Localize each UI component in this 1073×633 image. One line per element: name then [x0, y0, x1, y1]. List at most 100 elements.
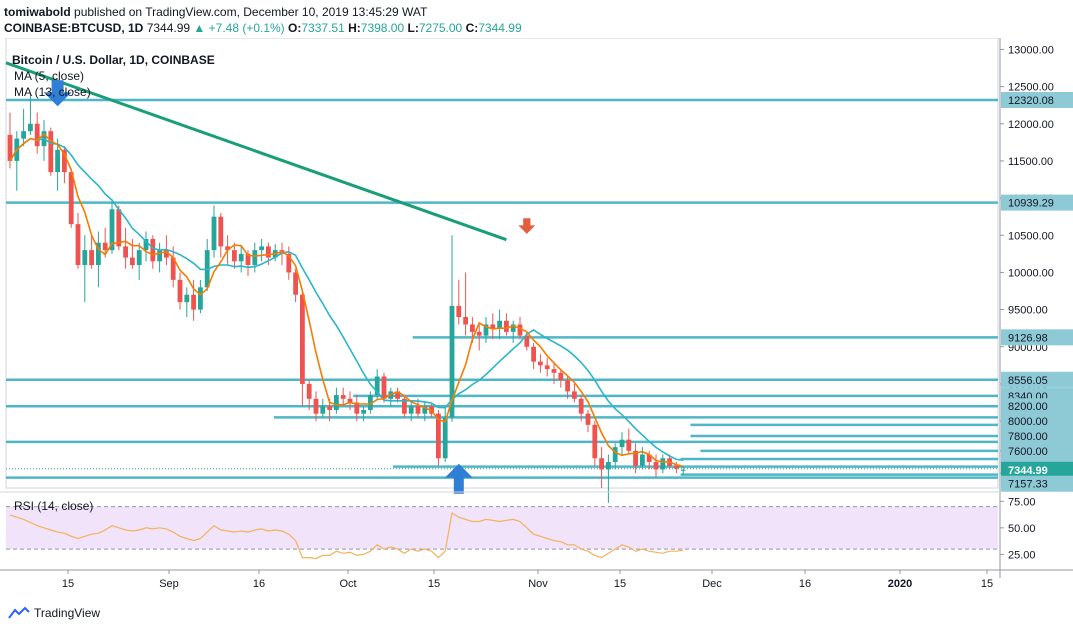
candle-body — [259, 246, 264, 251]
candle-body — [334, 395, 339, 410]
price-level-badge — [1001, 442, 1073, 459]
candle-body — [578, 398, 584, 414]
legend-title: Bitcoin / U.S. Dollar, 1D, COINBASE — [12, 53, 215, 67]
candle-body — [463, 317, 468, 325]
x-tick-label: Sep — [159, 578, 179, 590]
candle-body — [327, 406, 332, 410]
candle-body — [361, 409, 366, 414]
y-tick-label: 13000.00 — [1008, 44, 1054, 56]
price-level-label: 7157.33 — [1008, 479, 1048, 491]
last-price: 7344.99 — [146, 21, 191, 35]
candle-body — [558, 372, 564, 381]
high-value: 7398.00 — [360, 21, 405, 35]
price-level-label: 7800.00 — [1008, 431, 1048, 443]
x-tick-label: Oct — [339, 578, 356, 590]
rsi-pane: RSI (14, close) 75.00 50.00 25.00 — [0, 491, 1036, 561]
candle-body — [592, 424, 598, 459]
moving-averages — [9, 133, 684, 468]
candle-body — [164, 250, 169, 258]
legend-ma5[interactable]: MA (5, close) — [14, 69, 85, 83]
candle-body — [225, 246, 230, 251]
symbol-label: COINBASE:BTCUSD, 1D — [4, 21, 144, 35]
candle-body — [476, 331, 482, 336]
tradingview-logo-icon — [8, 606, 30, 619]
candle-body — [517, 324, 523, 336]
candle-body — [48, 131, 54, 173]
price-axis[interactable]: 13000.0012500.0012000.0011500.0011000.00… — [1000, 44, 1073, 492]
price-level-badge — [1001, 475, 1073, 492]
candle-body — [504, 320, 509, 332]
price-level-label: 7600.00 — [1008, 446, 1048, 458]
down-arrow-icon — [43, 80, 72, 107]
candle-body — [510, 324, 516, 332]
candlestick-series — [7, 94, 686, 503]
candle-body — [306, 383, 312, 399]
x-tick-label: 2020 — [888, 578, 912, 590]
price-level-label: 12320.08 — [1008, 95, 1054, 107]
candle-body — [599, 458, 604, 470]
candle-body — [374, 376, 380, 396]
rsi-tick-label: 75.00 — [1008, 496, 1036, 508]
candle-body — [626, 439, 632, 451]
low-value: 7275.00 — [418, 21, 463, 35]
candle-body — [572, 391, 577, 399]
price-level-label: 8200.00 — [1008, 401, 1048, 413]
publisher-name[interactable]: tomiwabold — [4, 5, 71, 19]
price-level-badge — [1001, 329, 1073, 346]
candle-body — [538, 361, 543, 366]
candle-body — [565, 380, 570, 392]
candle-body — [232, 250, 237, 262]
y-tick-label: 11500.00 — [1008, 156, 1053, 168]
candle-body — [300, 294, 305, 384]
candle-body — [381, 376, 387, 399]
price-level-badge — [1001, 194, 1073, 211]
candle-body — [34, 123, 40, 147]
candle-body — [170, 257, 176, 280]
candle-body — [28, 123, 33, 132]
high-label: H: — [348, 21, 361, 35]
candle-body — [415, 406, 421, 414]
x-tick-label: 15 — [62, 578, 74, 590]
candle-body — [75, 224, 81, 265]
chart-canvas[interactable]: RSI (14, close) 75.00 50.00 25.00 13000.00 1… — [0, 38, 1073, 598]
legend-ma13[interactable]: MA (13, close) — [14, 85, 91, 99]
candle-body — [483, 324, 489, 336]
rsi-tick-label: 50.00 — [1008, 523, 1036, 535]
open-label: O: — [288, 21, 302, 35]
price-level-badge — [1001, 91, 1073, 108]
candle-body — [544, 365, 550, 370]
candle-body — [102, 242, 108, 251]
candle-body — [674, 465, 679, 469]
y-tick-label: 10500.00 — [1008, 230, 1054, 242]
candle-body — [218, 216, 224, 247]
y-tick-label: 9500.00 — [1008, 305, 1048, 317]
y-tick-label: 12000.00 — [1008, 119, 1054, 131]
candle-body — [646, 454, 652, 462]
candle-body — [211, 216, 217, 251]
footer-brand[interactable]: TradingView — [34, 606, 101, 620]
candle-body — [293, 272, 298, 295]
grid-lines — [5, 38, 1001, 578]
chart-header: tomiwabold published on TradingView.com,… — [4, 4, 522, 36]
price-level-label: 8556.05 — [1008, 375, 1048, 387]
x-tick-label: 16 — [253, 578, 265, 590]
close-label: C: — [465, 21, 479, 35]
candle-body — [150, 238, 156, 262]
footer: TradingView — [8, 606, 100, 620]
price-level-label: 8000.00 — [1008, 416, 1048, 428]
rsi-label: RSI (14, close) — [14, 499, 93, 513]
candle-body — [531, 346, 536, 362]
candle-body — [449, 305, 455, 418]
open-value: 7337.51 — [301, 21, 345, 35]
candle-body — [109, 209, 115, 251]
time-axis[interactable]: 15 Sep 16 Oct 15 Nov 15 Dec 16 2020 15 — [0, 569, 1073, 590]
ma5-line — [9, 133, 684, 468]
price-level-badge — [1001, 413, 1073, 430]
price-pane-frame — [5, 38, 999, 489]
candle-body — [21, 131, 26, 139]
candle-body — [680, 469, 686, 471]
candle-body — [116, 209, 122, 247]
candle-body — [354, 402, 360, 414]
candle-body — [442, 417, 448, 459]
x-tick-label: Dec — [702, 578, 722, 590]
